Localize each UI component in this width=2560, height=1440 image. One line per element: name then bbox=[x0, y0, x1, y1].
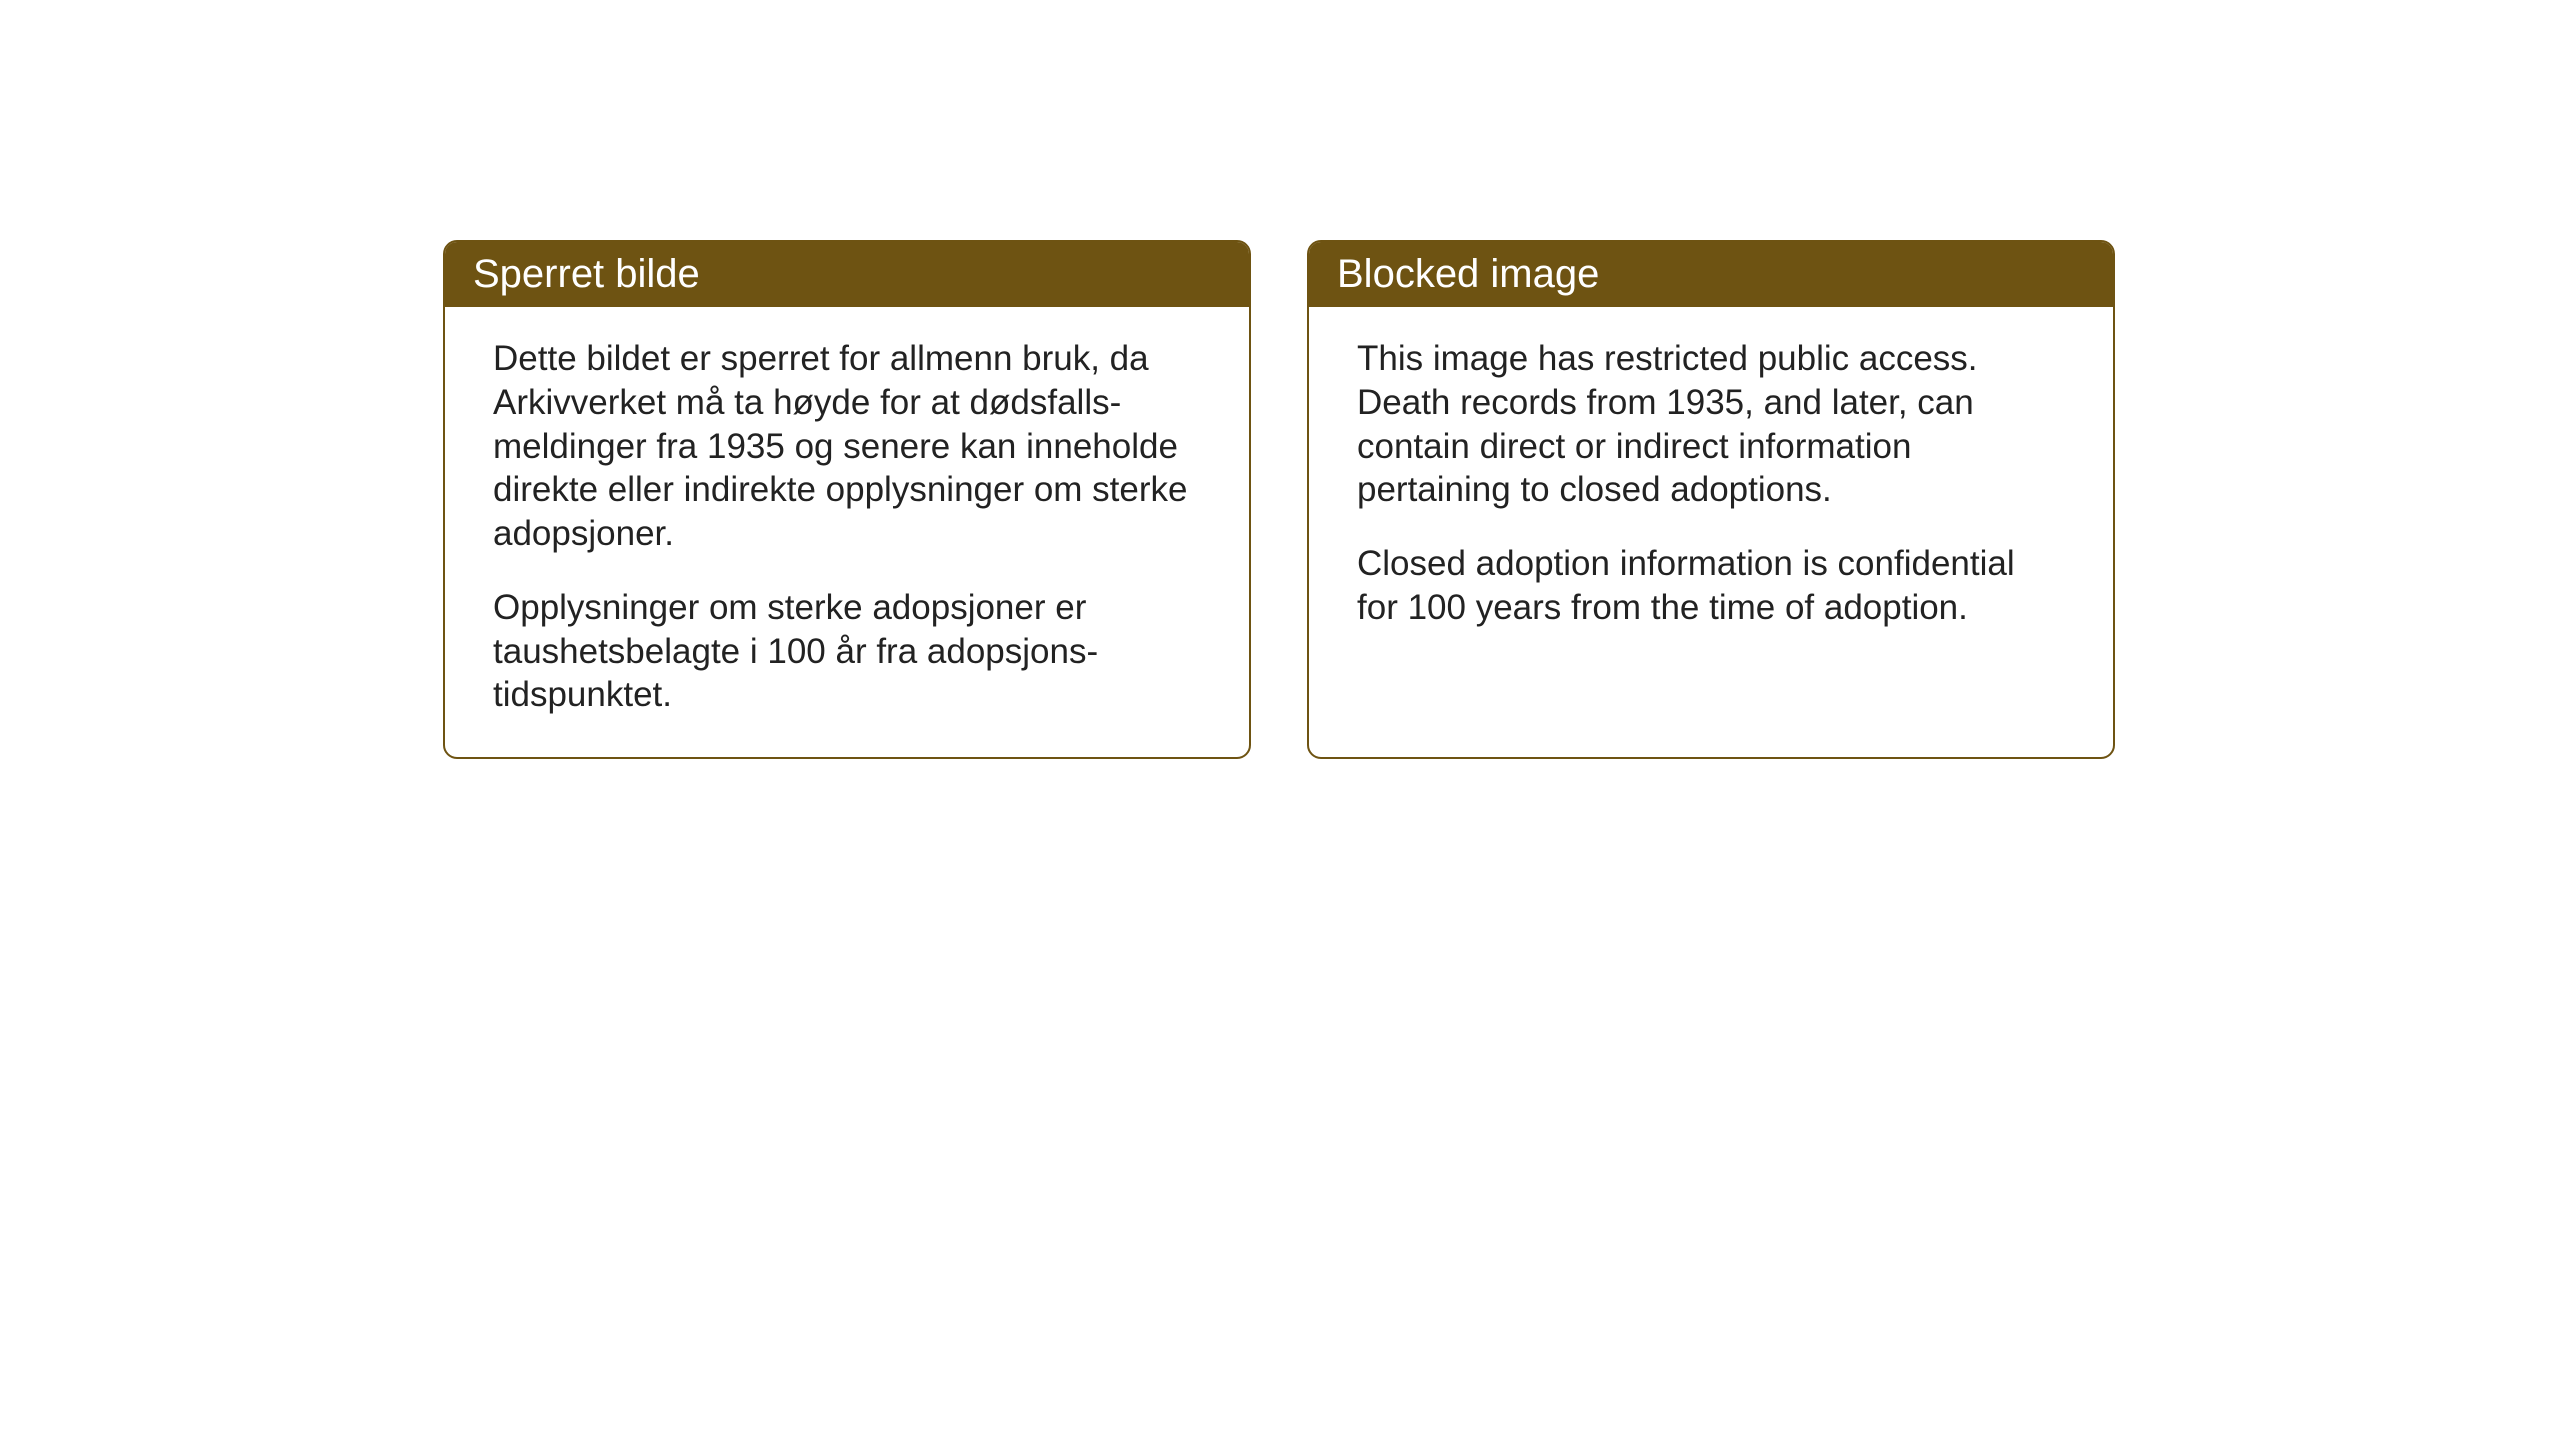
paragraph-english-1: This image has restricted public access.… bbox=[1357, 337, 2065, 512]
paragraph-norwegian-1: Dette bildet er sperret for allmenn bruk… bbox=[493, 337, 1201, 556]
card-title-english: Blocked image bbox=[1337, 252, 1599, 296]
card-body-english: This image has restricted public access.… bbox=[1309, 307, 2113, 670]
notice-card-english: Blocked image This image has restricted … bbox=[1307, 240, 2115, 759]
paragraph-english-2: Closed adoption information is confident… bbox=[1357, 542, 2065, 630]
card-header-english: Blocked image bbox=[1309, 242, 2113, 307]
paragraph-norwegian-2: Opplysninger om sterke adopsjoner er tau… bbox=[493, 586, 1201, 717]
card-body-norwegian: Dette bildet er sperret for allmenn bruk… bbox=[445, 307, 1249, 757]
notice-card-norwegian: Sperret bilde Dette bildet er sperret fo… bbox=[443, 240, 1251, 759]
card-header-norwegian: Sperret bilde bbox=[445, 242, 1249, 307]
notice-container: Sperret bilde Dette bildet er sperret fo… bbox=[443, 240, 2115, 759]
card-title-norwegian: Sperret bilde bbox=[473, 252, 700, 296]
